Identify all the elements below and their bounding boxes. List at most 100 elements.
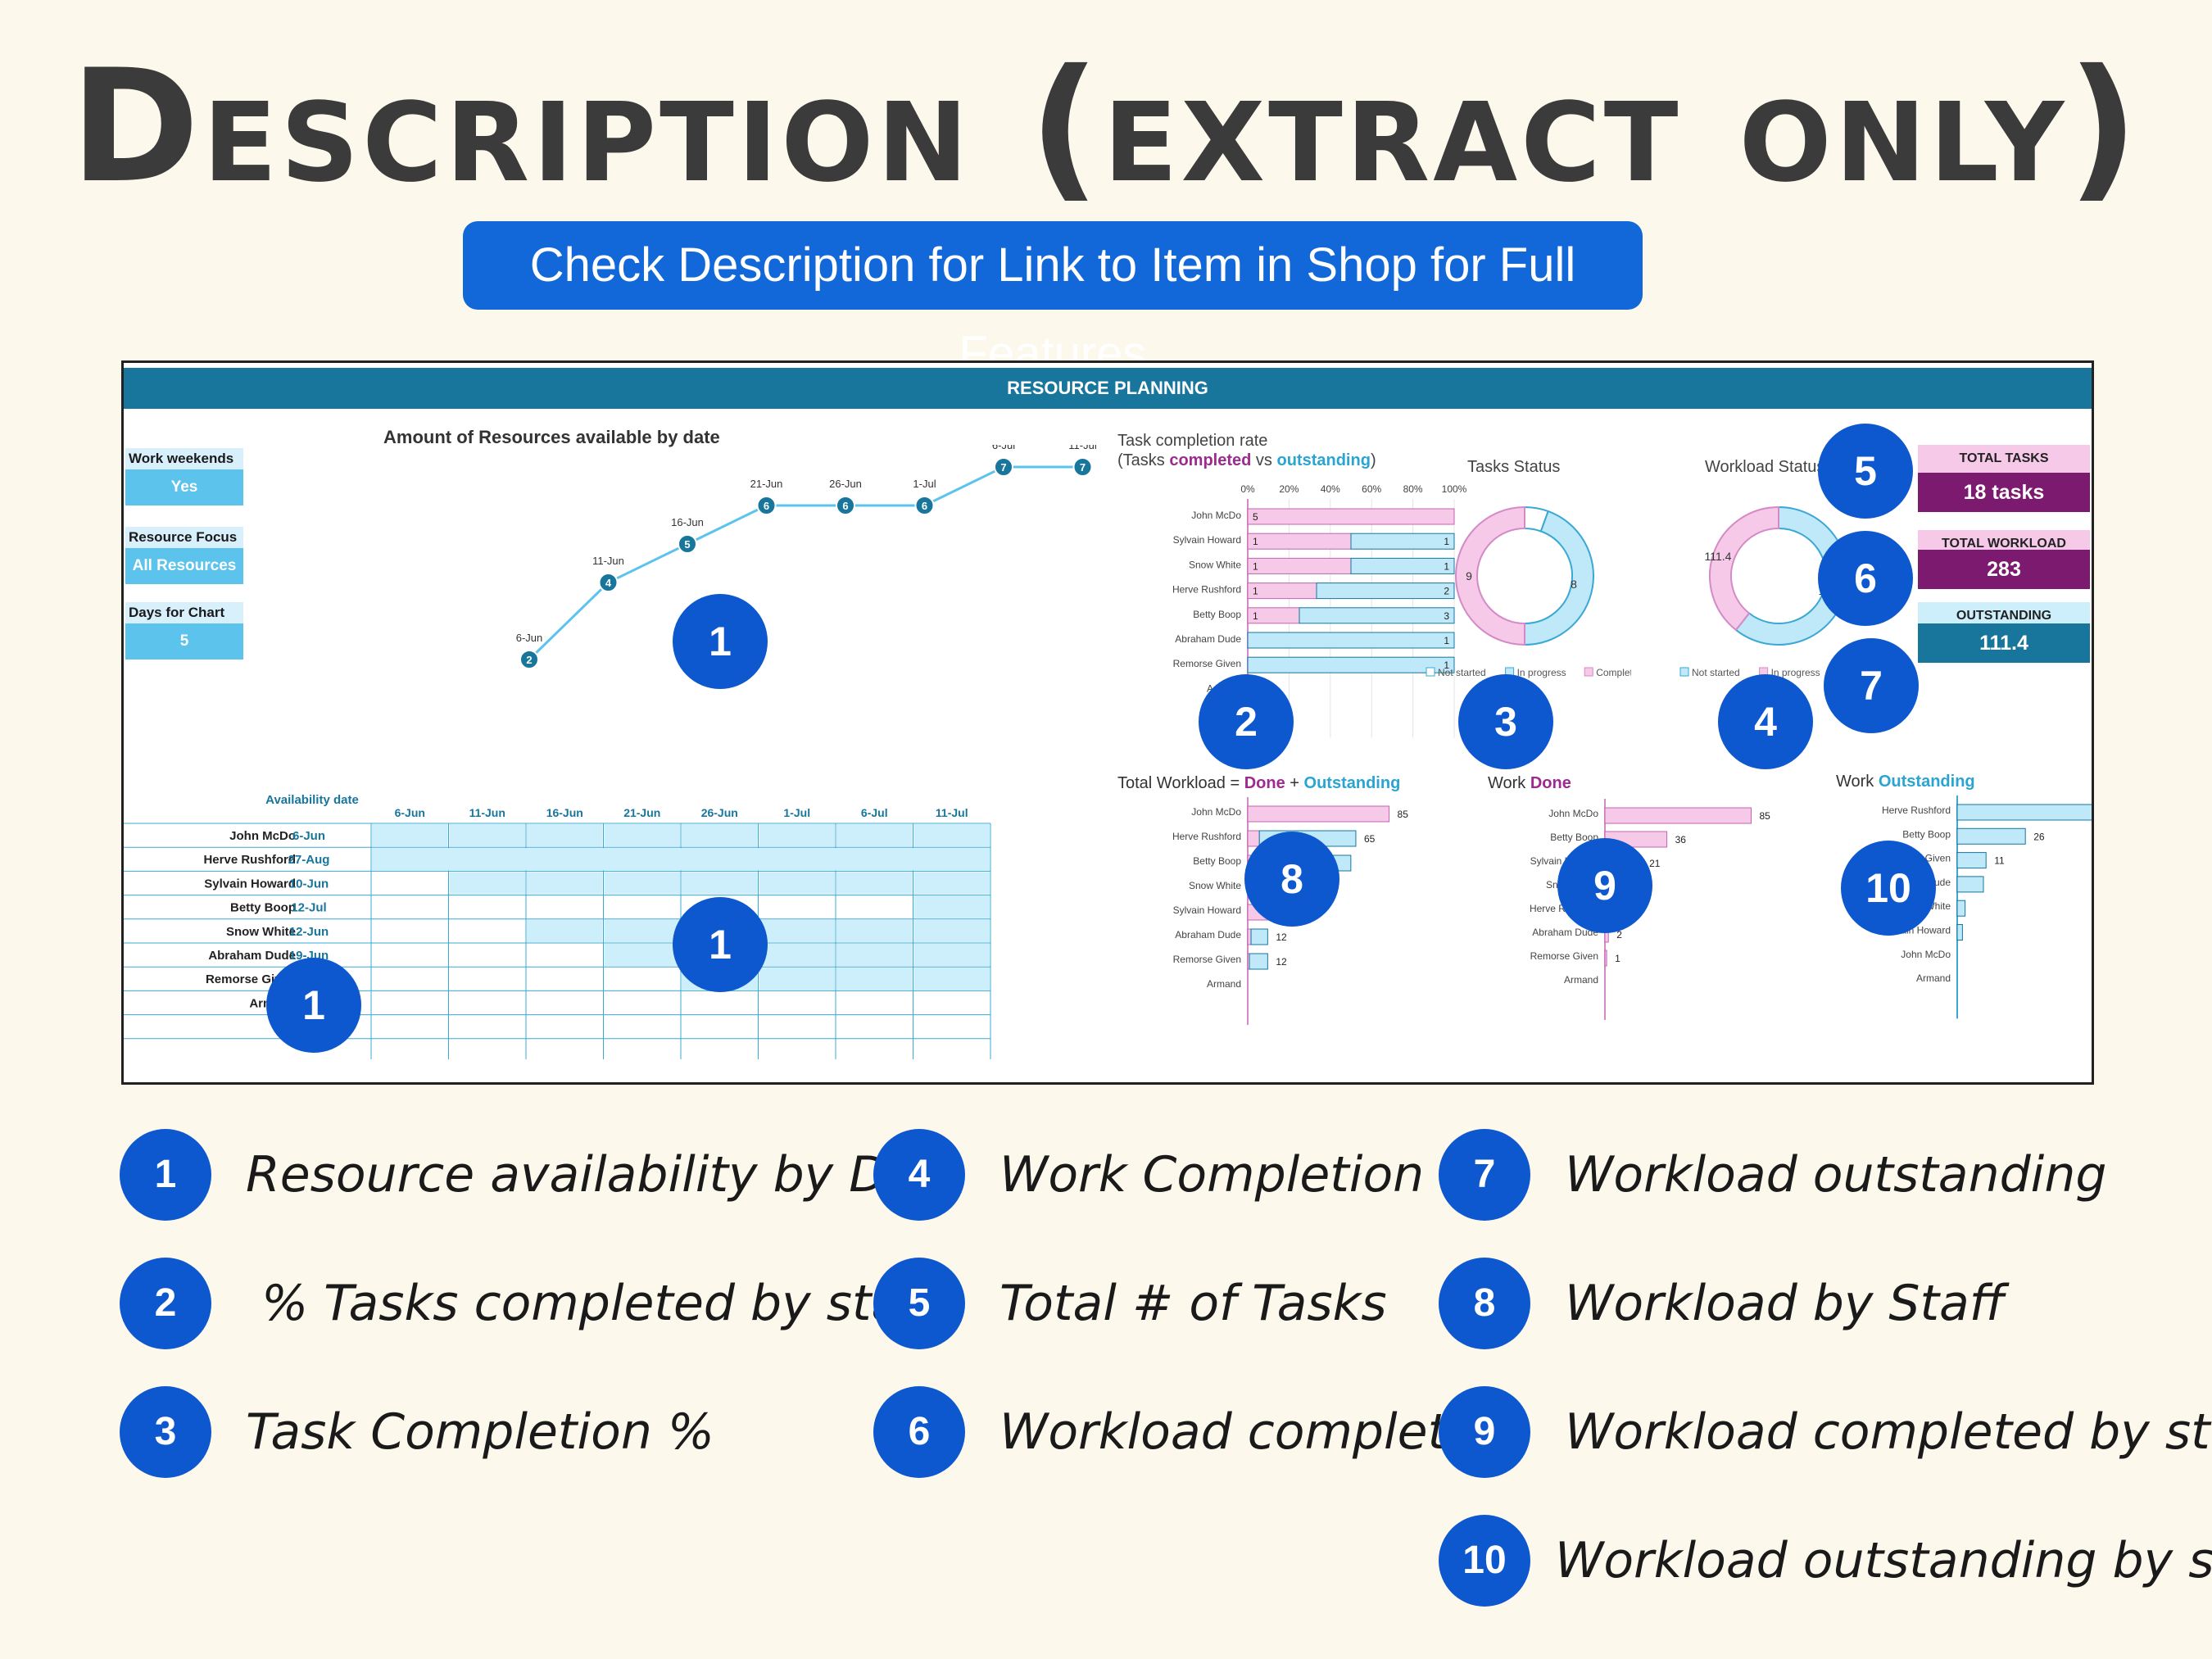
bar [1956,876,1984,893]
availability-cell [913,919,990,942]
category-label: Remorse Given [1173,954,1241,965]
bar-value: 2 [1616,929,1622,941]
resource-focus-label: Resource Focus [125,527,243,548]
legend-item-10: 10 Workload outstanding by staff [1439,1515,2212,1607]
line-point [914,496,935,515]
outstanding-value: 2 [1444,586,1449,597]
outstanding-value: 1 [1444,660,1449,671]
work-weekends-label: Work weekends [125,448,243,469]
bar-value: 65 [1364,833,1376,845]
days-for-chart-label: Days for Chart [125,602,243,623]
legend-label: Workload by Staff [1565,1275,2006,1332]
availability-cell [759,872,835,895]
donut-slice [1709,505,1779,632]
marker-7: 7 [1824,638,1919,733]
legend-item-5: 5 Total # of Tasks [873,1258,1387,1349]
category-label: Armand [1207,978,1241,990]
legend-item-9: 9 Workload completed by staff [1439,1386,2212,1478]
bar-value: 85 [1398,809,1409,820]
availability-cell [836,872,913,895]
category-label: Herve Rushford [1172,831,1241,842]
resource-name: John McDo [229,829,296,843]
category-label: Abraham Dude [1175,633,1241,645]
category-label: Sylvain Howard [1173,534,1241,546]
line-point [756,496,777,515]
legend-label: Workload outstanding [1565,1146,2107,1203]
availability-date: 12-Jun [289,925,329,939]
outstanding-value: 1 [1444,536,1449,547]
line-point [994,457,1013,477]
marker-1-names: 1 [266,958,361,1053]
completed-bar [1247,557,1352,574]
bar [1956,804,2092,821]
availability-cell [527,919,603,942]
availability-cell [836,944,913,967]
availability-cell [913,968,990,990]
x-tick: 80% [1403,483,1423,495]
category-label: Abraham Dude [1175,929,1241,941]
category-label: Betty Boop [1902,828,1951,840]
legend-entry: Completed [1596,667,1631,678]
availability-cell [604,919,680,942]
availability-cell [527,824,603,847]
availability-cell [604,872,680,895]
legend-entry: In progress [1771,667,1820,678]
total-tasks-value: 18 tasks [1918,473,2090,512]
legend-item-3: 3 Task Completion % [120,1386,714,1478]
legend-swatch [1679,667,1689,677]
date-column-header: 1-Jul [783,806,810,819]
outstanding-value: 1 [1444,635,1449,646]
resource-focus-value[interactable]: All Resources [125,548,243,584]
work-weekends-value[interactable]: Yes [125,469,243,505]
bar [1247,830,1260,847]
availability-cell [913,895,990,918]
shop-link-banner[interactable]: Check Description for Link to Item in Sh… [463,221,1643,380]
category-label: Armand [1564,974,1598,986]
x-label: 6-Jun [516,632,543,644]
x-tick: 0% [1240,483,1255,495]
slice-value: 8 [1571,578,1577,591]
completed-value: 1 [1253,610,1258,622]
availability-date: 6-Jun [292,829,325,843]
line-point [836,496,855,515]
legend-entry: Not started [1692,667,1740,678]
category-label: Armand [1916,972,1951,984]
category-label: John McDo [1191,510,1241,521]
page-title: Description (extract only) [70,36,2142,217]
days-for-chart-value[interactable]: 5 [125,623,243,660]
category-label: Betty Boop [1193,855,1241,867]
bar-value: 1 [1615,953,1620,964]
date-column-header: 6-Jul [861,806,888,819]
date-column-header: 11-Jun [469,806,505,819]
availability-cell [527,872,603,895]
completed-value: 1 [1253,586,1258,597]
legend-entry: Not started [1438,667,1486,678]
dashboard-preview: RESOURCE PLANNING Work weekends Yes Reso… [121,360,2094,1085]
legend-swatch [1426,667,1435,677]
marker-10: 10 [1841,841,1936,936]
legend-item-8: 8 Workload by Staff [1439,1258,2005,1349]
category-label: Herve Rushford [1172,584,1241,596]
resources-chart-title: Amount of Resources available by date [383,427,720,447]
task-completion-title: Task completion rate [1117,432,1268,450]
availability-cell [682,872,758,895]
availability-cell [759,968,835,990]
x-tick: 20% [1279,483,1299,495]
bar [1956,924,1963,941]
bar-value: 11 [1994,855,2005,867]
legend-item-7: 7 Workload outstanding [1439,1129,2106,1221]
category-label: Snow White [1189,559,1241,570]
date-column-header: 16-Jun [546,806,583,819]
x-tick: 100% [1442,483,1467,495]
marker-4: 4 [1718,674,1813,769]
point-label: 7 [1080,461,1086,474]
availability-cell [372,848,990,871]
task-completion-subtitle: (Tasks completed vs outstanding) [1117,451,1376,469]
availability-cell [449,824,525,847]
marker-9: 9 [1557,838,1652,933]
bar-value: 36 [1675,834,1687,845]
legend-number: 5 [873,1258,965,1349]
dashboard-header: RESOURCE PLANNING [124,368,2092,409]
marker-5: 5 [1818,424,1913,519]
availability-cell [604,824,680,847]
